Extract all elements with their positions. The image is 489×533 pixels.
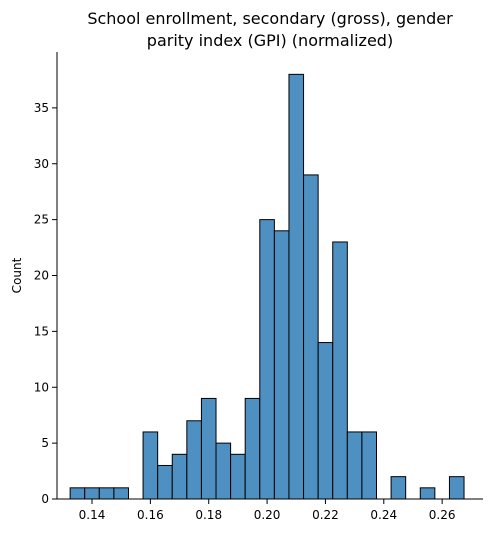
histogram-bar	[84, 487, 100, 500]
x-axis: 0.14 0.16 0.18 0.20 0.22 0.24 0.26	[57, 498, 483, 522]
histogram-bar	[419, 487, 436, 500]
histogram-bar	[259, 219, 275, 500]
histogram-bar	[448, 476, 465, 500]
chart-title-line-1: School enrollment, secondary (gross), ge…	[87, 9, 453, 28]
histogram-bar	[69, 487, 86, 500]
histogram-bar	[361, 431, 377, 500]
y-tick-label: 15	[34, 324, 49, 338]
x-tick-label: 0.14	[79, 508, 106, 522]
x-tick-label: 0.24	[370, 508, 397, 522]
y-tick-label: 0	[41, 492, 49, 506]
y-tick-label: 35	[34, 101, 49, 115]
y-tick-label: 30	[34, 157, 49, 171]
histogram-bar	[171, 453, 188, 500]
chart-title-line-2: parity index (GPI) (normalized)	[147, 31, 393, 50]
x-tick-label: 0.16	[137, 508, 164, 522]
histogram-bar	[288, 73, 305, 500]
bars-group	[69, 73, 465, 500]
y-tick-label: 25	[34, 213, 49, 227]
y-tick-label: 5	[41, 436, 49, 450]
y-axis: 0 5 10 15 20 25 30 35	[34, 52, 58, 506]
y-tick-label: 10	[34, 380, 49, 394]
histogram-bar	[157, 464, 173, 500]
x-tick-label: 0.18	[195, 508, 222, 522]
y-axis-label: Count	[10, 257, 24, 293]
y-tick-label: 20	[34, 269, 49, 283]
histogram-bar	[346, 431, 363, 500]
histogram-bar	[186, 420, 202, 500]
histogram-bar	[113, 487, 129, 500]
histogram-bar	[390, 476, 407, 500]
histogram-bar	[200, 397, 217, 500]
histogram-bar	[98, 487, 115, 500]
x-tick-label: 0.26	[429, 508, 456, 522]
histogram-bar	[317, 342, 334, 500]
histogram-bar	[303, 174, 319, 500]
x-tick-label: 0.22	[312, 508, 339, 522]
histogram-bar	[142, 431, 159, 500]
histogram-bar	[273, 230, 290, 500]
x-tick-label: 0.20	[254, 508, 281, 522]
histogram-bar	[230, 453, 246, 500]
histogram-bar	[332, 241, 348, 500]
histogram-bar	[215, 442, 232, 500]
histogram-bar	[244, 397, 261, 500]
